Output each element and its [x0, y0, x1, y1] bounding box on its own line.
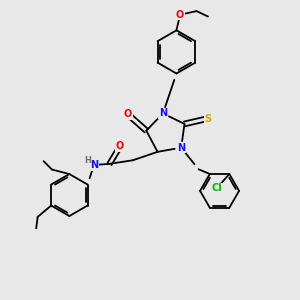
Text: N: N: [90, 160, 98, 170]
Text: O: O: [176, 10, 184, 20]
Text: N: N: [90, 160, 98, 170]
Text: H: H: [90, 160, 98, 169]
Text: N: N: [159, 108, 167, 118]
Text: H: H: [84, 156, 91, 165]
Text: S: S: [204, 113, 211, 124]
Text: N: N: [177, 143, 185, 153]
Text: O: O: [124, 109, 132, 119]
Text: Cl: Cl: [211, 183, 222, 194]
Text: O: O: [116, 141, 124, 152]
